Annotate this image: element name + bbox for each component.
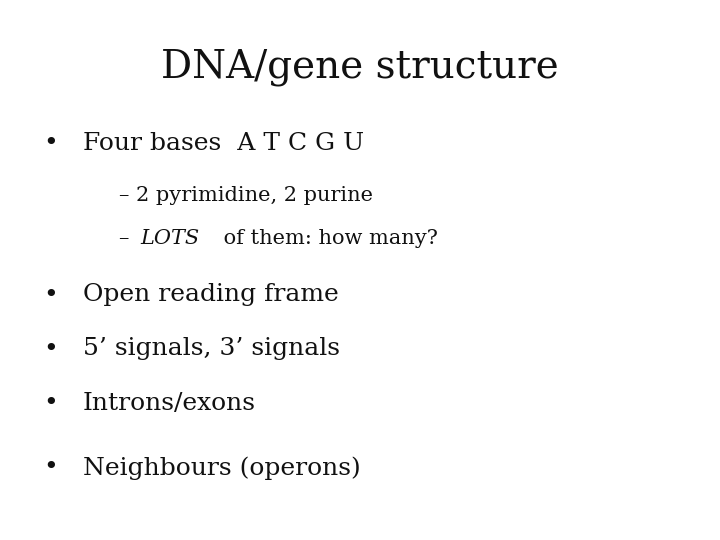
Text: •: • — [43, 338, 58, 361]
Text: Open reading frame: Open reading frame — [83, 284, 338, 307]
Text: –: – — [119, 230, 136, 248]
Text: Introns/exons: Introns/exons — [83, 392, 256, 415]
Text: LOTS: LOTS — [140, 230, 200, 248]
Text: Four bases  A T C G U: Four bases A T C G U — [83, 132, 364, 156]
Text: •: • — [43, 132, 58, 156]
Text: – 2 pyrimidine, 2 purine: – 2 pyrimidine, 2 purine — [119, 186, 373, 205]
Text: 5’ signals, 3’ signals: 5’ signals, 3’ signals — [83, 338, 340, 361]
Text: •: • — [43, 284, 58, 307]
Text: DNA/gene structure: DNA/gene structure — [161, 49, 559, 86]
Text: Neighbours (operons): Neighbours (operons) — [83, 456, 361, 480]
Text: •: • — [43, 392, 58, 415]
Text: of them: how many?: of them: how many? — [217, 230, 438, 248]
Text: •: • — [43, 456, 58, 480]
